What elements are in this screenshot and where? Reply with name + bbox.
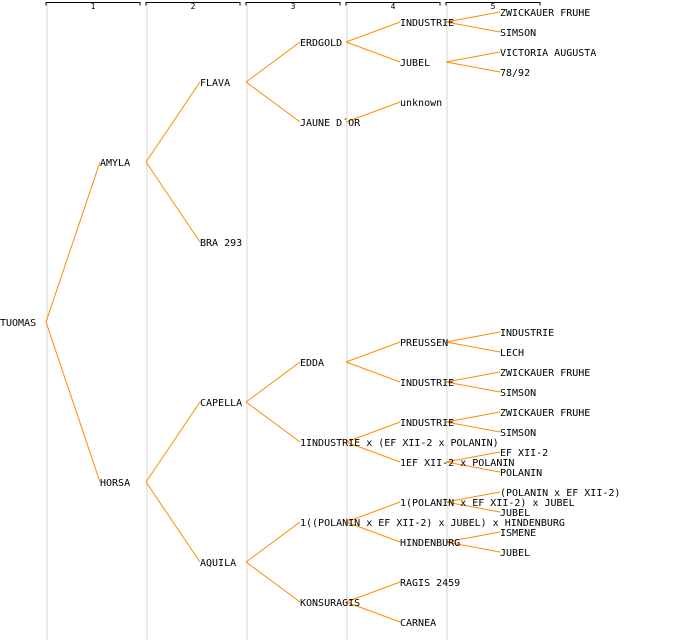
ancestor-gen6-zwickauer-fruhe: ZWICKAUER FRUHE <box>500 368 590 379</box>
generation-2-bracket <box>145 2 241 6</box>
connector-jubel-to-victoria-augusta <box>445 51 501 63</box>
ancestor-gen1-tuomas: TUOMAS <box>0 318 36 329</box>
connector-edda-to-industrie <box>345 361 401 383</box>
generation-2-header: 2 <box>191 2 196 11</box>
ancestor-gen6-simson: SIMSON <box>500 28 536 39</box>
ancestor-gen6-industrie: INDUSTRIE <box>500 328 554 339</box>
ancestor-gen2-amyla: AMYLA <box>100 158 130 169</box>
connector-aquila-to-1-polanin-x-ef-xii-2-x-jubel-x-hindenburg <box>245 521 301 563</box>
ancestor-gen6-jubel: JUBEL <box>500 508 530 519</box>
ancestor-gen6-zwickauer-fruhe: ZWICKAUER FRUHE <box>500 408 590 419</box>
ancestor-gen5-industrie: INDUSTRIE <box>400 18 454 29</box>
connector-konsuragis-to-ragis-2459 <box>345 581 401 603</box>
generation-guides <box>46 3 448 640</box>
ancestor-gen2-horsa: HORSA <box>100 478 130 489</box>
generation-4-bracket <box>345 2 441 6</box>
ancestor-labels: TUOMAS AMYLA FLAVA ERDGOLD INDUSTRIE ZWICKAUE… <box>0 8 620 629</box>
generation-1-bracket <box>45 2 141 6</box>
connector-erdgold-to-industrie <box>345 21 401 43</box>
ancestor-gen3-capella: CAPELLA <box>200 398 242 409</box>
generation-5-header: 5 <box>491 2 496 11</box>
connector-1-polanin-x-ef-xii-2-x-jubel-to-jubel <box>445 501 501 513</box>
connector-tuomas-to-amyla <box>45 161 101 323</box>
connector-1industrie-x-ef-xii-2-x-polanin-to-1ef-xii-2-x-polanin <box>345 441 401 463</box>
connector-horsa-to-capella <box>145 401 201 483</box>
connector-1ef-xii-2-x-polanin-to-ef-xii-2 <box>445 451 501 463</box>
ancestor-gen4-edda: EDDA <box>300 358 324 369</box>
connector-aquila-to-konsuragis <box>245 561 301 603</box>
connector-preussen-to-industrie <box>445 331 501 343</box>
ancestor-gen4-1industrie-x-ef-xii-2-x-polanin: 1INDUSTRIE x (EF XII-2 x POLANIN) <box>300 438 499 449</box>
connector-industrie-to-simson <box>445 421 501 433</box>
ancestor-gen5-1ef-xii-2-x-polanin: 1EF XII-2 x POLANIN <box>400 458 514 469</box>
connector-lines <box>45 11 501 623</box>
ancestor-gen6-victoria-augusta: VICTORIA AUGUSTA <box>500 48 596 59</box>
connector-tuomas-to-horsa <box>45 321 101 483</box>
connector-edda-to-preussen <box>345 341 401 363</box>
connector-amyla-to-flava <box>145 81 201 163</box>
generation-3-header: 3 <box>291 2 296 11</box>
connector-industrie-to-zwickauer-fruhe <box>445 371 501 383</box>
generation-5-bracket <box>445 2 541 6</box>
connector-preussen-to-lech <box>445 341 501 353</box>
connector-hindenburg-to-jubel <box>445 541 501 553</box>
ancestor-gen6-polanin-x-ef-xii-2: (POLANIN x EF XII-2) <box>500 488 620 499</box>
generation-1-header: 1 <box>91 2 96 11</box>
ancestor-gen4-jaune-d-or: JAUNE D´OR <box>300 117 361 129</box>
connector-1-polanin-x-ef-xii-2-x-jubel-to-polanin-x-ef-xii-2 <box>445 491 501 503</box>
connector-erdgold-to-jubel <box>345 41 401 63</box>
ancestor-gen3-flava: FLAVA <box>200 78 230 89</box>
ancestor-gen6-jubel: JUBEL <box>500 548 530 559</box>
ancestor-gen5-ragis-2459: RAGIS 2459 <box>400 578 460 589</box>
ancestor-gen6-ismene: ISMENE <box>500 528 536 539</box>
connector-1-polanin-x-ef-xii-2-x-jubel-x-hindenburg-to-hindenburg <box>345 521 401 543</box>
generation-headers: 1 2 3 4 5 <box>45 2 541 11</box>
ancestor-gen6-78-92: 78/92 <box>500 68 530 79</box>
connector-1industrie-x-ef-xii-2-x-polanin-to-industrie <box>345 421 401 443</box>
connector-capella-to-edda <box>245 361 301 403</box>
connector-industrie-to-zwickauer-fruhe <box>445 11 501 23</box>
ancestor-gen5-hindenburg: HINDENBURG <box>400 538 460 549</box>
ancestor-gen5-1-polanin-x-ef-xii-2-x-jubel: 1(POLANIN x EF XII-2) x JUBEL <box>400 498 575 509</box>
ancestor-gen6-ef-xii-2: EF XII-2 <box>500 448 548 459</box>
ancestor-gen5-preussen: PREUSSEN <box>400 338 448 349</box>
connector-jubel-to-78-92 <box>445 61 501 73</box>
ancestor-gen3-bra-293: BRA 293 <box>200 238 242 249</box>
ancestor-gen6-polanin: POLANIN <box>500 468 542 479</box>
connector-hindenburg-to-ismene <box>445 531 501 543</box>
ancestor-gen6-lech: LECH <box>500 348 524 359</box>
connector-1ef-xii-2-x-polanin-to-polanin <box>445 461 501 473</box>
ancestor-gen5-industrie: INDUSTRIE <box>400 418 454 429</box>
connector-horsa-to-aquila <box>145 481 201 563</box>
generation-3-bracket <box>245 2 341 6</box>
ancestor-gen6-simson: SIMSON <box>500 388 536 399</box>
generation-4-header: 4 <box>391 2 396 11</box>
ancestor-gen5-unknown: unknown <box>400 98 442 109</box>
ancestor-gen4-1-polanin-x-ef-xii-2-x-jubel-x-hindenburg: 1((POLANIN x EF XII-2) x JUBEL) x HINDEN… <box>300 518 565 529</box>
connector-amyla-to-bra-293 <box>145 161 201 243</box>
connector-industrie-to-zwickauer-fruhe <box>445 411 501 423</box>
ancestor-gen4-konsuragis: KONSURAGIS <box>300 598 360 609</box>
ancestor-gen5-jubel: JUBEL <box>400 58 430 69</box>
ancestor-gen3-aquila: AQUILA <box>200 558 236 569</box>
connector-konsuragis-to-carnea <box>345 601 401 623</box>
connector-capella-to-1industrie-x-ef-xii-2-x-polanin <box>245 401 301 443</box>
ancestor-gen5-carnea: CARNEA <box>400 618 436 629</box>
connector-industrie-to-simson <box>445 21 501 33</box>
connector-flava-to-erdgold <box>245 41 301 83</box>
connector-1-polanin-x-ef-xii-2-x-jubel-x-hindenburg-to-1-polanin-x-ef-xii-2-x-jubel <box>345 501 401 523</box>
ancestor-gen6-simson: SIMSON <box>500 428 536 439</box>
connector-flava-to-jaune-d-or <box>245 81 301 123</box>
ancestor-gen4-erdgold: ERDGOLD <box>300 38 342 49</box>
ancestor-gen6-zwickauer-fruhe: ZWICKAUER FRUHE <box>500 8 590 19</box>
ancestor-gen5-industrie: INDUSTRIE <box>400 378 454 389</box>
connector-jaune-d-or-to-unknown <box>345 101 401 123</box>
connector-industrie-to-simson <box>445 381 501 393</box>
